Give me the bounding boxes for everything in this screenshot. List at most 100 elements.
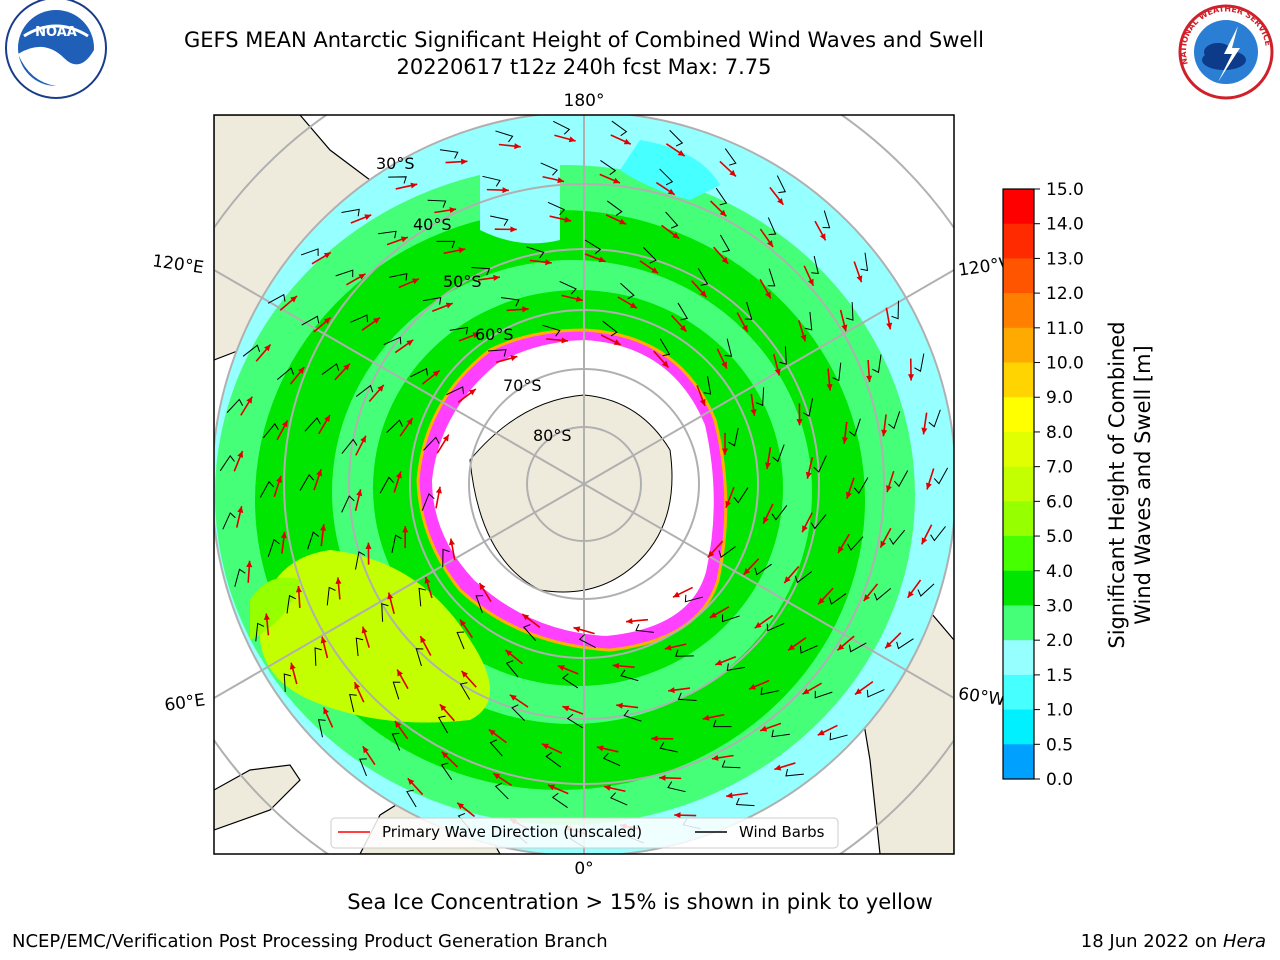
wave-arrow-head: [623, 138, 631, 145]
lat-label-30s: 30°S: [376, 154, 415, 173]
wave-arrow-head: [246, 396, 253, 404]
wind-barb: [406, 789, 417, 808]
wind-barb: [383, 336, 402, 346]
wave-arrow-head: [750, 409, 757, 416]
colorbar-bin: [1003, 293, 1034, 329]
wind-barb: [341, 208, 360, 217]
wind-barb: [490, 215, 509, 227]
wave-arrow-head: [837, 643, 845, 651]
wave-arrow-head: [721, 448, 729, 455]
wind-barb: [341, 495, 355, 513]
wave-arrow-head: [819, 233, 826, 241]
wind-barb: [733, 487, 749, 504]
wave-arrow-head: [557, 665, 565, 671]
wave-arrow-head: [702, 714, 710, 721]
wave-arrow-head: [441, 751, 449, 759]
wind-barb: [814, 690, 833, 699]
wave-arrow-head: [854, 688, 862, 695]
wave-arrow-head: [659, 774, 666, 781]
wave-arrow-head: [754, 621, 762, 629]
wave-arrow-head: [493, 773, 501, 780]
colorbar-frame: [1002, 188, 1035, 780]
wave-arrow-head: [699, 290, 707, 298]
colorbar-bin: [1003, 605, 1034, 641]
lat-label-40s: 40°S: [413, 215, 452, 234]
wind-barb: [495, 130, 514, 143]
wave-arrow-head: [651, 267, 659, 274]
wave-arrow-head: [907, 590, 914, 598]
wave-arrow-head: [679, 324, 687, 332]
wave-arrow-head: [362, 746, 369, 754]
lat-label-60s: 60°S: [475, 325, 514, 344]
wave-arrow-head: [458, 247, 466, 254]
wave-arrow-head: [406, 418, 413, 425]
colorbar-bin: [1003, 709, 1034, 745]
wave-arrow-head: [866, 375, 873, 383]
wave-arrow-head: [435, 486, 442, 494]
colorbar-bin: [1003, 189, 1034, 225]
wind-barb: [719, 234, 731, 253]
lon-label-0: 0°: [574, 859, 593, 879]
wind-barb: [522, 624, 537, 642]
colorbar-bin: [1003, 397, 1034, 433]
wave-arrow-head: [505, 649, 513, 657]
wave-arrow-head: [677, 149, 685, 157]
wave-arrow-head: [886, 485, 892, 493]
wind-barb: [446, 386, 465, 396]
legend-barb-label: Wind Barbs: [739, 823, 825, 841]
wind-barb: [866, 689, 885, 698]
colorbar: 15.0 14.0 13.0 12.0 11.0 10.0 9.0 8.0 7.0 6.0 5.0 4…: [1002, 180, 1084, 790]
wave-arrow-head: [760, 725, 768, 732]
wave-arrow-head: [651, 735, 658, 742]
wind-barb: [754, 563, 772, 576]
wind-barb: [415, 648, 424, 667]
wind-barb: [772, 444, 785, 463]
wind-barb: [846, 302, 854, 321]
wind-barb: [421, 493, 435, 511]
wave-arrow-head: [784, 576, 791, 584]
wind-barb: [459, 682, 471, 700]
wind-barb: [609, 792, 628, 806]
wind-barb: [799, 645, 818, 654]
wind-barb: [359, 758, 367, 777]
wind-barb: [349, 693, 357, 713]
wind-barb: [299, 474, 315, 491]
wind-barb: [620, 282, 635, 300]
wave-arrow-head: [748, 683, 756, 690]
wind-barb: [785, 768, 804, 777]
wind-barb: [422, 297, 442, 305]
wind-barb: [643, 246, 657, 264]
wave-arrow-head: [818, 597, 825, 605]
wave-arrow-head: [510, 355, 518, 362]
wave-arrow-head: [719, 209, 727, 217]
wind-barb: [381, 603, 389, 622]
wind-barb: [489, 739, 503, 757]
colorbar-tick-label: 3.0: [1046, 596, 1073, 616]
wind-barb: [602, 320, 618, 337]
wind-barb: [317, 719, 326, 738]
wind-barb: [776, 175, 787, 194]
wave-arrow-head: [856, 275, 863, 283]
wave-arrow-head: [863, 594, 870, 602]
wind-barb: [262, 423, 279, 439]
wind-barb: [321, 363, 340, 375]
wave-arrow-head: [448, 538, 455, 546]
wave-arrow-head: [699, 398, 706, 406]
wave-arrow-head: [800, 334, 807, 342]
colorbar-tick-label: 2.0: [1046, 631, 1073, 651]
wind-barb: [505, 660, 519, 678]
wind-barb: [276, 367, 295, 381]
wind-barb: [771, 505, 788, 521]
wave-arrow-head: [765, 291, 771, 299]
wind-barb: [392, 681, 401, 700]
wind-barb: [559, 281, 577, 295]
footer-credit: NCEP/EMC/Verification Post Processing Pr…: [12, 931, 608, 952]
wind-barb: [779, 346, 787, 365]
wind-barb: [350, 314, 369, 323]
wave-arrow-head: [460, 158, 468, 165]
madagascar-landmass: [214, 764, 301, 831]
colorbar-tick-label: 0.5: [1046, 735, 1073, 755]
wind-barb: [391, 732, 401, 751]
wave-arrow-head: [290, 296, 297, 303]
wave-arrow-head: [509, 694, 517, 701]
